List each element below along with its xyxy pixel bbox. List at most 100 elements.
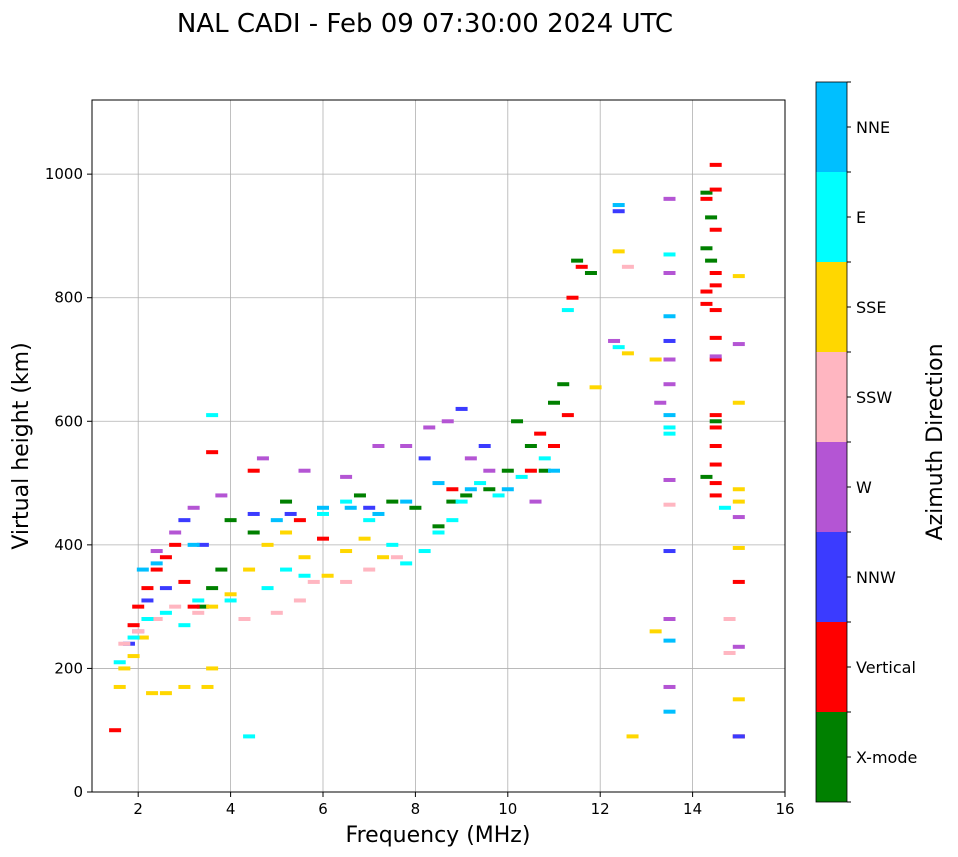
colorbar-segment — [816, 622, 847, 712]
data-point — [432, 530, 445, 535]
colorbar-label: NNE — [856, 118, 890, 137]
data-point — [732, 697, 745, 702]
x-tick-label: 2 — [133, 800, 143, 818]
data-point — [732, 515, 745, 520]
data-point — [307, 579, 320, 584]
data-point — [732, 342, 745, 347]
data-point — [340, 549, 353, 554]
data-point — [455, 406, 468, 411]
data-point — [247, 468, 260, 473]
data-point — [206, 413, 219, 418]
data-point — [663, 617, 676, 621]
data-point — [146, 691, 159, 696]
data-point — [709, 493, 722, 498]
colorbar-label: Vertical — [856, 658, 916, 677]
colorbar-segment — [816, 262, 847, 352]
data-point — [418, 549, 431, 554]
data-point — [321, 573, 334, 578]
data-point — [317, 511, 329, 516]
data-point — [538, 456, 551, 461]
data-point — [432, 481, 445, 486]
data-point — [159, 610, 172, 615]
series-nne — [136, 203, 676, 714]
data-point — [663, 638, 676, 643]
data-point — [705, 258, 718, 263]
data-point — [548, 444, 560, 448]
data-point — [455, 499, 468, 504]
data-point — [127, 623, 140, 628]
data-point — [215, 493, 228, 498]
data-point — [377, 555, 390, 560]
data-point — [663, 502, 676, 507]
data-point — [196, 604, 209, 609]
data-point — [732, 400, 745, 405]
data-point — [464, 487, 477, 492]
data-point — [663, 338, 676, 343]
data-point — [243, 567, 256, 572]
data-point — [663, 709, 676, 714]
data-point — [723, 650, 736, 655]
data-point — [663, 549, 676, 554]
data-point — [511, 419, 524, 424]
data-point — [709, 419, 722, 424]
y-axis-label: Virtual height (km) — [9, 342, 34, 549]
data-point — [372, 444, 385, 448]
data-point — [169, 604, 182, 609]
data-point — [340, 499, 353, 504]
data-point — [243, 734, 256, 739]
data-point — [270, 518, 283, 523]
data-point — [196, 542, 209, 547]
data-point — [612, 203, 625, 208]
data-point — [732, 545, 745, 550]
data-point — [150, 567, 163, 572]
data-point — [723, 617, 736, 621]
data-point — [612, 209, 625, 214]
data-point — [446, 487, 459, 492]
data-point — [118, 641, 131, 646]
data-point — [247, 511, 260, 516]
data-point — [501, 487, 514, 492]
x-tick-label: 8 — [411, 800, 421, 818]
data-point — [150, 561, 163, 566]
colorbar-label: SSW — [856, 388, 892, 407]
data-point — [344, 505, 357, 510]
data-point — [178, 623, 191, 628]
data-point — [150, 617, 163, 621]
series-x-mode — [196, 190, 722, 609]
data-point — [663, 357, 676, 362]
data-point — [732, 644, 745, 649]
data-point — [709, 283, 722, 288]
data-point — [732, 579, 745, 584]
data-point — [709, 271, 722, 275]
data-point — [561, 413, 574, 418]
data-point — [340, 474, 353, 479]
data-point — [363, 505, 376, 510]
data-point — [386, 542, 399, 547]
data-point — [280, 499, 293, 504]
data-point — [654, 400, 667, 405]
data-point — [464, 456, 477, 461]
colorbar-title: Azimuth Direction — [923, 343, 948, 540]
data-point — [589, 385, 602, 390]
data-point — [663, 477, 676, 482]
data-point — [418, 456, 431, 461]
x-tick-label: 12 — [591, 800, 610, 818]
data-point — [524, 444, 537, 448]
data-point — [709, 462, 722, 467]
data-point — [548, 468, 560, 473]
data-point — [700, 474, 713, 479]
data-point — [626, 734, 639, 739]
data-point — [709, 187, 722, 192]
data-point — [136, 567, 149, 572]
plot-area — [92, 100, 785, 792]
data-point — [705, 215, 718, 220]
data-point — [206, 586, 219, 591]
data-point — [709, 357, 722, 362]
data-point — [561, 308, 574, 313]
data-point — [109, 728, 122, 733]
data-point — [538, 468, 551, 473]
data-point — [663, 382, 676, 387]
data-point — [238, 617, 251, 621]
data-point — [732, 499, 745, 504]
